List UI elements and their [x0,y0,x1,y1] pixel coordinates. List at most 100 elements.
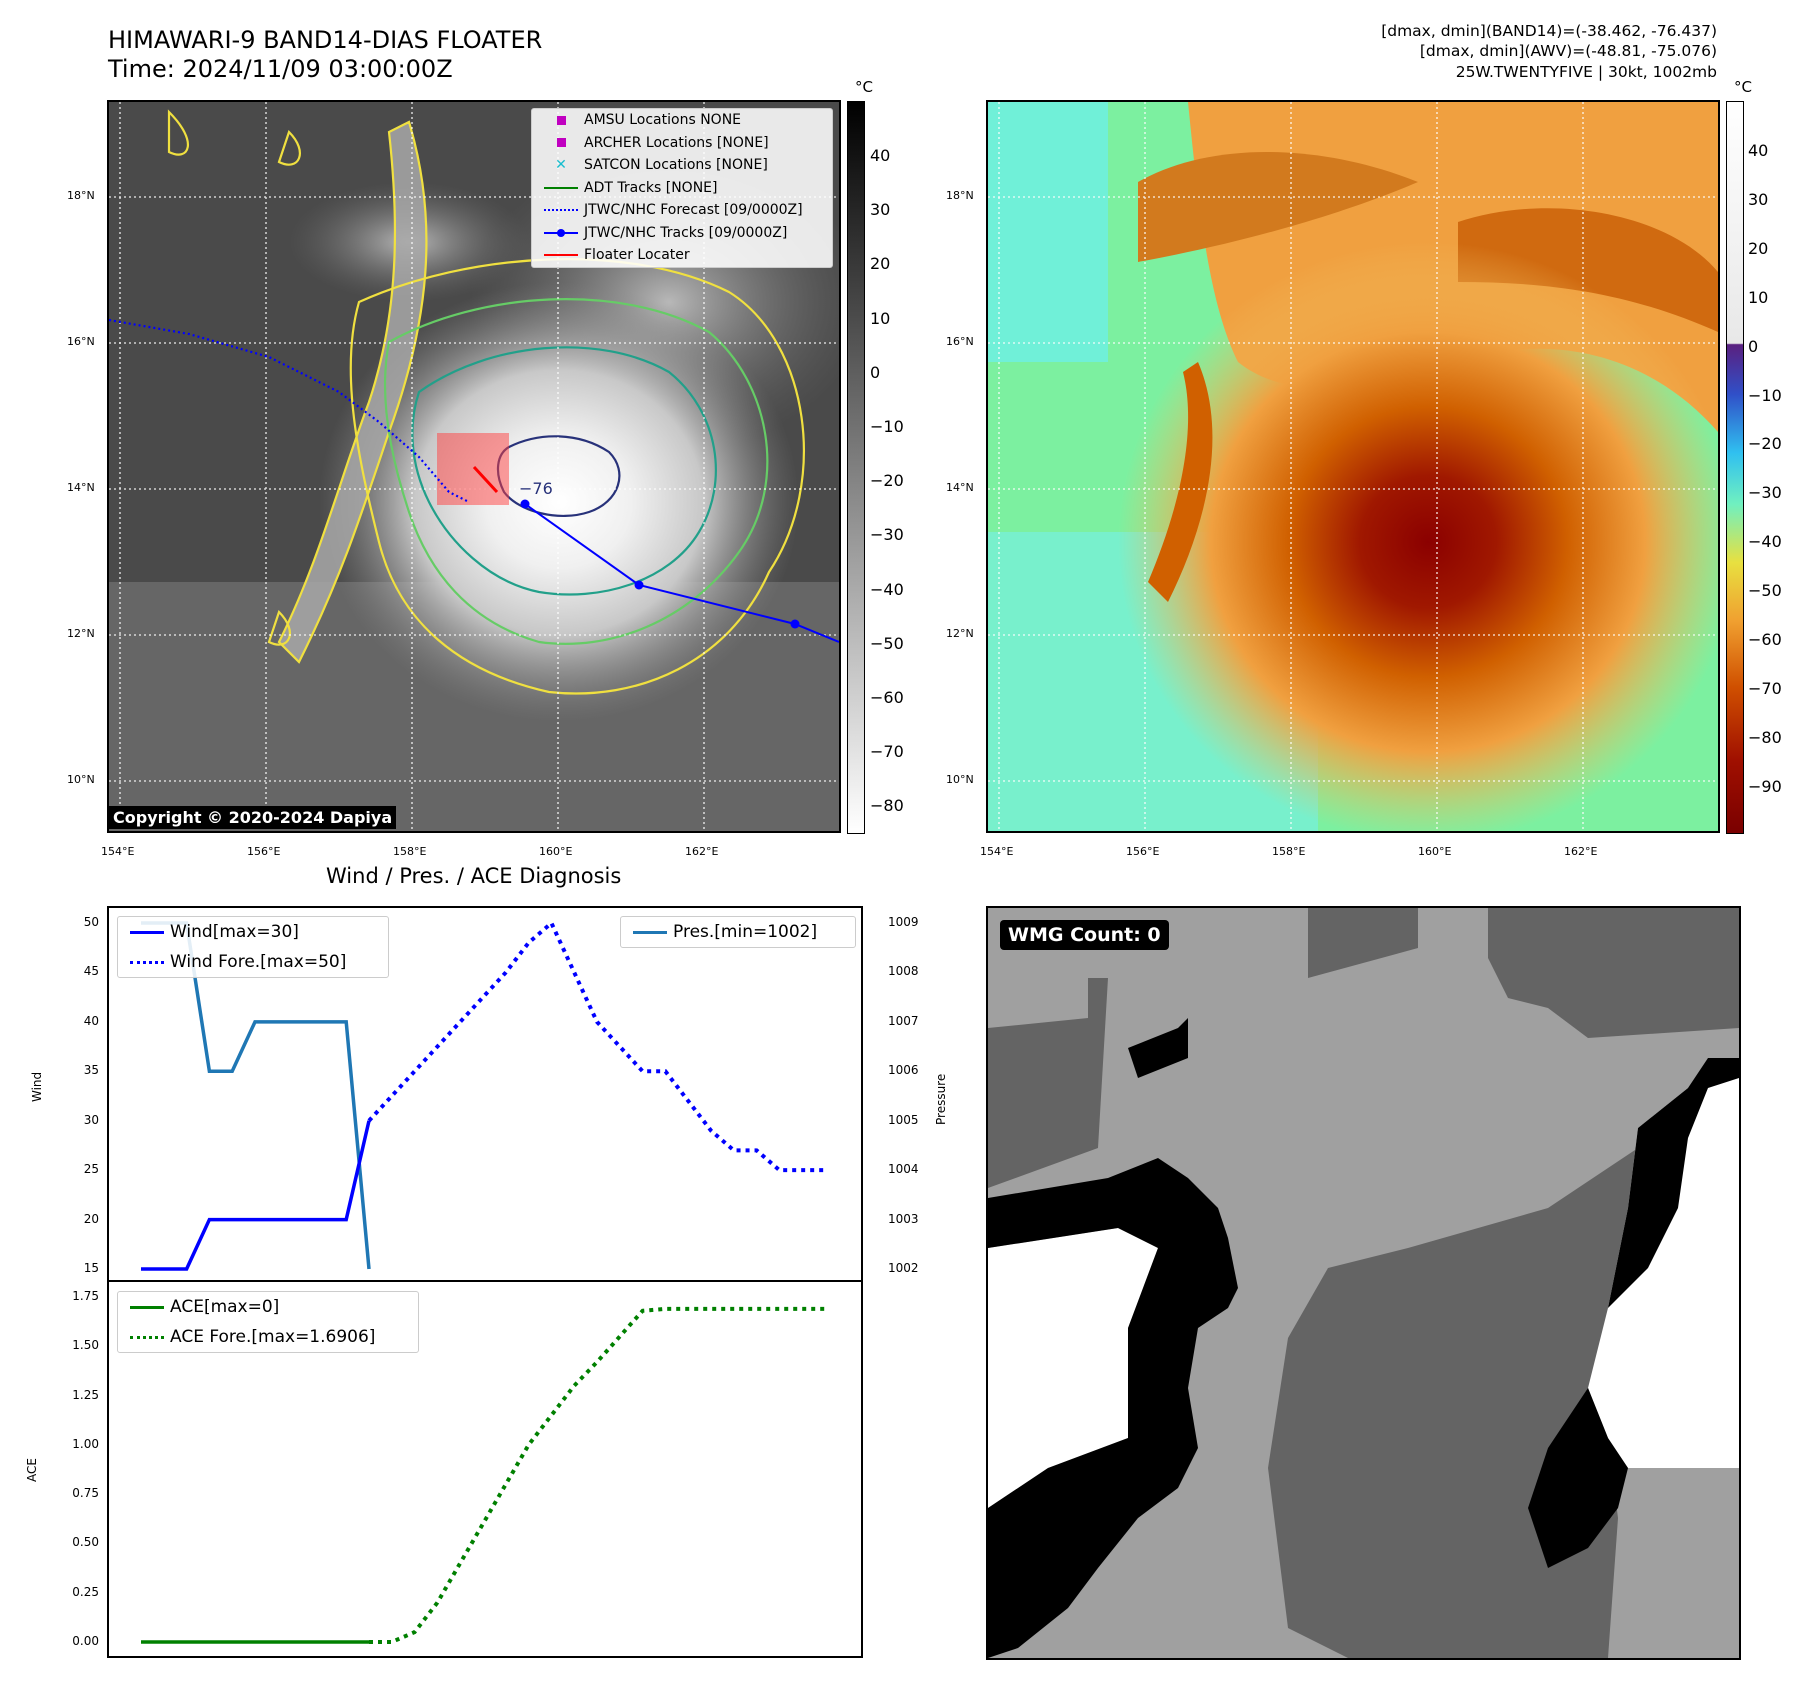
color-ir-map [986,100,1720,833]
ace-tick-label: 1.75 [72,1289,99,1303]
colorbar-unit: °C [1734,78,1752,96]
ace-tick-label: 0.75 [72,1486,99,1501]
pressure-tick-label: 1003 [888,1211,919,1226]
colorbar-tick: −30 [870,525,904,545]
colorbar-tick: 0 [870,362,881,382]
lon-label: 160°E [1418,845,1452,858]
ace-tick-label: 1.25 [72,1387,99,1402]
lon-label: 160°E [539,845,573,858]
legend-item-adt: ADT Tracks [NONE] [532,177,832,200]
lat-label: 18°N [67,189,95,202]
map-legend: AMSU Locations NONE ARCHER Locations [NO… [531,108,833,268]
lon-label: 154°E [101,845,135,858]
wind-tick-label: 30 [83,1112,99,1127]
info-line-3: 25W.TWENTYFIVE | 30kt, 1002mb [1455,63,1717,81]
colorbar-tick: 40 [870,146,891,165]
lat-label: 10°N [946,773,974,786]
colorbar-tick: 30 [1748,189,1769,209]
colorbar-tick: −10 [870,417,904,436]
pressure-tick-label: 1007 [888,1013,919,1028]
jtwc-track-line [524,503,839,643]
floater-locater-line [472,465,499,494]
x-marker-icon: ✕ [555,157,567,174]
contour-label: −76 [519,479,553,498]
grayscale-ir-map: −76 Copyright © 2020-2024 Dapiya AMSU Lo… [107,100,841,833]
colorbar-tick: −60 [1748,630,1782,649]
legend-item-amsu: AMSU Locations NONE [532,109,832,132]
wind-tick-label: 20 [83,1211,99,1226]
colorbar-tick: 20 [1748,238,1769,258]
ace-ylabel: ACE [25,1458,39,1482]
wind-series-line [141,1120,371,1271]
wind-tick-label: 35 [83,1063,99,1078]
pressure-tick-label: 1008 [888,964,919,979]
lat-label: 10°N [67,773,95,786]
lat-label: 18°N [946,189,974,202]
track-point [634,580,644,590]
chart-time: Time: 2024/11/09 03:00:00Z [108,55,453,83]
colorbar-tick: 10 [870,308,891,328]
wind-tick-label: 25 [83,1162,99,1177]
lat-label: 14°N [946,481,974,494]
track-point [790,619,800,629]
colorbar-tick: −10 [1748,385,1782,405]
legend-item-ace-forecast: ACE Fore.[max=1.6906] [118,1322,418,1352]
lat-label: 16°N [67,335,95,348]
jtwc-forecast-line [109,318,470,503]
pressure-tick-label: 1004 [888,1162,919,1177]
lon-label: 154°E [980,845,1014,858]
pressure-ylabel: Pressure [934,1073,948,1125]
legend-item-forecast: JTWC/NHC Forecast [09/0000Z] [532,199,832,222]
pressure-tick-label: 1006 [888,1063,919,1078]
lon-label: 156°E [1126,845,1160,858]
square-marker-icon [538,135,584,151]
ace-tick-label: 0.50 [72,1535,99,1550]
wmg-image [988,908,1739,1658]
colorbar-tick: −80 [870,796,904,816]
legend-item-ace: ACE[max=0] [118,1292,418,1322]
ace-tick-label: 0.00 [72,1634,99,1648]
ace-tick-label: 1.00 [72,1436,99,1451]
wind-tick-label: 50 [83,915,99,929]
legend-item-pressure: Pres.[min=1002] [621,917,855,947]
track-point [520,499,530,509]
colorbar-tick: −50 [1748,581,1782,601]
colorbar-tick: −80 [1748,727,1782,747]
colorbar-tick: −30 [1748,483,1782,503]
grayscale-colorbar [847,101,865,834]
ace-tick-label: 1.50 [72,1338,99,1353]
legend-item-wind-forecast: Wind Fore.[max=50] [118,947,388,977]
lon-label: 162°E [1564,845,1598,858]
colorbar-tick: −40 [1748,532,1782,552]
lat-label: 12°N [67,627,95,640]
floater-locater-box [437,433,509,505]
wind-ylabel: Wind [30,1071,44,1102]
lon-label: 158°E [393,845,427,858]
legend-item-floater: Floater Locater [532,244,832,267]
colorbar-tick: −40 [870,579,904,599]
lat-label: 16°N [946,335,974,348]
colorbar-tick: −70 [870,742,904,762]
pressure-tick-label: 1005 [888,1112,919,1127]
info-line-2: [dmax, dmin](AWV)=(-48.81, -75.076) [1419,42,1717,60]
ace-tick-label: 0.25 [72,1584,99,1599]
wind-forecast-series-line [367,919,825,1173]
diagnosis-title: Wind / Pres. / ACE Diagnosis [326,864,622,888]
wind-tick-label: 15 [83,1261,99,1275]
wind-tick-label: 45 [83,964,99,979]
colorbar-tick: −20 [870,471,904,491]
pressure-tick-label: 1009 [888,915,919,929]
colorbar-tick: 0 [1748,336,1759,356]
info-line-1: [dmax, dmin](BAND14)=(-38.462, -76.437) [1381,22,1717,40]
copyright-label: Copyright © 2020-2024 Dapiya [109,806,397,829]
lon-label: 162°E [685,845,719,858]
color-ir-image [988,102,1718,831]
lon-label: 156°E [247,845,281,858]
colorbar-tick: 10 [1748,287,1769,307]
colorbar-tick: −70 [1748,678,1782,698]
wmg-count-badge: WMG Count: 0 [1000,920,1169,950]
colorbar-tick: 30 [870,200,891,220]
legend-item-tracks: JTWC/NHC Tracks [09/0000Z] [532,222,832,245]
colorbar-tick: −60 [870,688,904,707]
colorbar-unit: °C [855,78,873,96]
